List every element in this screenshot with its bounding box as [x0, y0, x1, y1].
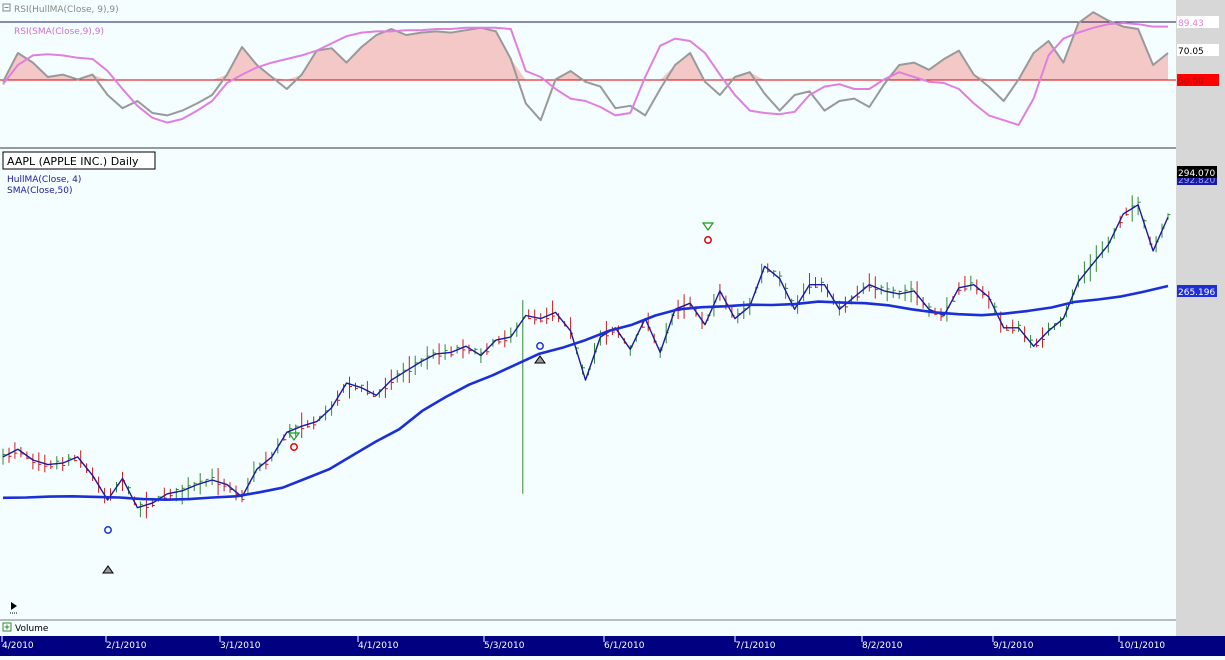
hullma-line [2, 204, 1169, 509]
rsi-legend-series-1: RSI(HullMA(Close, 9),9) [14, 5, 119, 15]
price-tag-last: 294.070 [1177, 166, 1217, 179]
rsi-tag-1-label: 89.43 [1178, 19, 1204, 29]
rsi-fill-area [3, 12, 1168, 81]
x-axis-labels: 4/2010 2/1/2010 3/1/2010 4/1/2010 5/3/2010 6/… [1, 636, 1165, 651]
price-tag-sma-label: 265.196 [1178, 288, 1215, 298]
rsi-series-group [2, 11, 1169, 126]
rsi-series-line-2 [2, 22, 1168, 126]
price-tag-last-label: 294.070 [1178, 169, 1215, 179]
x-axis-tick-label: 10/1/2010 [1119, 641, 1165, 651]
sma-line [2, 284, 1169, 502]
legend-hullma: HullMA(Close, 4) [7, 175, 81, 185]
price-tag-sma: 265.196 [1177, 285, 1217, 298]
rsi-legend-box-icon[interactable] [2, 3, 11, 12]
price-tag-hullma: 292.820 [1177, 174, 1217, 186]
chart-title-box: AAPL (APPLE INC.) Daily [2, 151, 156, 170]
sell-arrow-icon[interactable] [287, 432, 301, 442]
rsi-panel: RSI(HullMA(Close, 9),9) RSI(SMA(Close,9)… [0, 3, 1219, 126]
buy-arrow-icon[interactable] [534, 355, 546, 364]
x-axis-tick-label: 3/1/2010 [220, 641, 261, 651]
sell-signal-marker[interactable] [704, 236, 712, 244]
x-axis-tick-label: 2/1/2010 [106, 641, 147, 651]
x-axis-tick-label: 4/2010 [2, 641, 34, 651]
price-series-group [2, 204, 1169, 509]
legend-sma: SMA(Close,50) [7, 186, 73, 196]
volume-panel-header[interactable]: Volume [2, 622, 49, 634]
x-axis-tick-label: 6/1/2010 [604, 641, 645, 651]
rsi-tag-1: 89.43 [1177, 16, 1219, 29]
x-axis-bar [0, 636, 1225, 656]
chart-title: AAPL (APPLE INC.) Daily [7, 155, 139, 168]
rsi-series-line-1 [2, 11, 1169, 122]
signal-markers [102, 222, 715, 574]
rsi-tag-3-label: 50.00 [1178, 77, 1204, 87]
price-panel: AAPL (APPLE INC.) Daily HullMA(Close, 4)… [2, 151, 1217, 614]
sell-arrow-icon[interactable] [701, 222, 715, 232]
rsi-legend-series-2: RSI(SMA(Close,9),9) [14, 27, 104, 37]
x-axis-tick-label: 9/1/2010 [993, 641, 1034, 651]
buy-arrow-icon[interactable] [102, 565, 114, 574]
buy-signal-marker[interactable] [104, 526, 112, 534]
rsi-tag-3: 50.00 [1177, 74, 1219, 87]
sell-signal-marker[interactable] [290, 443, 298, 451]
x-axis-tick-label: 4/1/2010 [358, 641, 399, 651]
rsi-fill-path [3, 12, 1168, 81]
rsi-legend: RSI(HullMA(Close, 9),9) RSI(SMA(Close,9)… [2, 3, 119, 37]
x-axis-tick-label: 8/2/2010 [862, 641, 903, 651]
price-scale-gutter [1176, 0, 1225, 636]
buy-signal-marker[interactable] [536, 342, 544, 350]
plot-background [0, 0, 1176, 636]
cursor-mode-icon[interactable] [10, 602, 18, 614]
x-axis-tick-label: 5/3/2010 [484, 641, 525, 651]
rsi-tag-2: 70.05 [1177, 44, 1219, 57]
rsi-tag-2-label: 70.05 [1178, 47, 1204, 57]
price-tag-hullma-label: 292.820 [1178, 176, 1215, 186]
x-axis-tick-label: 7/1/2010 [735, 641, 776, 651]
volume-label: Volume [15, 624, 49, 634]
